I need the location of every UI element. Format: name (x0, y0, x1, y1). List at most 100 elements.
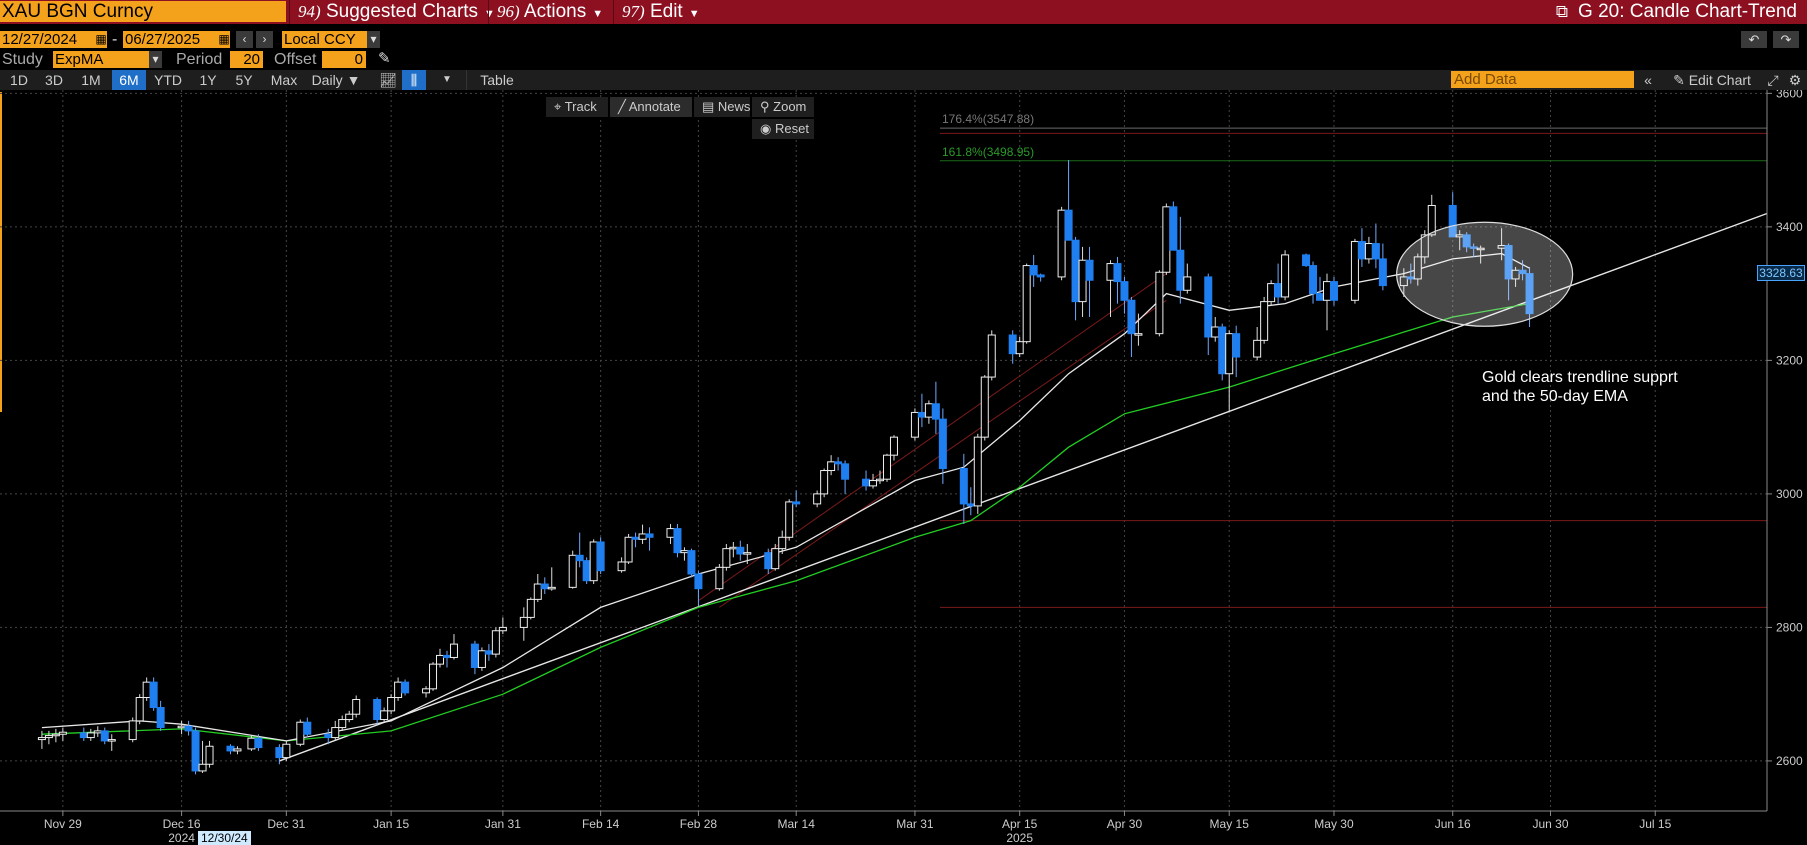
gear-icon[interactable]: ⚙ (1788, 72, 1802, 88)
candle-down (226, 745, 235, 752)
candle-up (107, 739, 116, 742)
candle-up (1281, 254, 1290, 298)
candle-up (331, 727, 340, 739)
fibonacci-layer: 176.4%(3547.88) 161.8%(3498.95) (698, 112, 1767, 608)
candle-down (862, 478, 871, 487)
prev-period-button[interactable]: ‹ (236, 31, 253, 48)
candle-up (233, 748, 242, 752)
candle-up (617, 561, 626, 572)
chevron-down-icon[interactable]: ▾ (367, 31, 380, 48)
range-ytd[interactable]: YTD (154, 72, 182, 88)
zoom-tool[interactable]: ⚲ Zoom (752, 97, 814, 117)
table-button[interactable]: Table (466, 70, 527, 90)
candle-down (1469, 246, 1478, 249)
actions-menu[interactable]: 96) Actions ▼ (488, 0, 611, 24)
x-tick-label: Dec 31 (267, 817, 305, 831)
candle-up (142, 681, 151, 699)
candle-down (484, 650, 493, 655)
candle-up (715, 566, 724, 590)
next-period-button[interactable]: › (256, 31, 273, 48)
candle-chart[interactable]: 176.4%(3547.88) 161.8%(3498.95) 2600 2800 3… (0, 90, 1807, 845)
track-label: Track (564, 99, 597, 114)
pencil-icon[interactable]: ✎ (378, 50, 391, 67)
candle-up (135, 697, 144, 722)
candle-up (1225, 333, 1234, 375)
expand-icon[interactable]: ⤢ (1767, 72, 1779, 88)
offset-field[interactable]: 0 (322, 51, 366, 68)
candle-down (694, 573, 703, 590)
range-6m[interactable]: 6M (112, 70, 146, 90)
candle-up (722, 548, 731, 568)
function-title-text: G 20: Candle Chart-Trend (1578, 1, 1797, 22)
candle-up (247, 737, 256, 750)
suggested-charts-menu[interactable]: 94) Suggested Charts ▼ (289, 0, 503, 24)
collapse-icon[interactable]: « (1644, 72, 1652, 88)
start-date-field[interactable]: 12/27/2024 (0, 31, 95, 48)
period-field[interactable]: 20 (230, 51, 263, 68)
news-tool[interactable]: ▤ News (694, 97, 750, 117)
candle-down (1378, 258, 1387, 287)
range-max[interactable]: Max (270, 72, 298, 88)
candle-up (987, 334, 996, 378)
reset-button[interactable]: ◉ Reset (752, 119, 814, 139)
ema20-line (41, 252, 1530, 742)
candle-down (687, 550, 696, 575)
candle-down (1302, 254, 1311, 267)
ticker-field[interactable]: XAU BGN Curncy (0, 1, 286, 22)
candle-down (79, 732, 88, 739)
add-data-field[interactable]: Add Data (1451, 71, 1634, 88)
x-tick-label: Jan 15 (373, 817, 409, 831)
candle-up (889, 436, 898, 456)
chevron-down-icon[interactable]: ▾ (149, 51, 162, 68)
candle-down (324, 733, 333, 739)
candle-up (827, 461, 836, 472)
x-tick-label: May 30 (1314, 817, 1354, 831)
range-1m[interactable]: 1M (81, 72, 101, 88)
frequency-select[interactable]: Daily ▼ (307, 70, 365, 90)
study-field[interactable]: ExpMA (53, 51, 149, 68)
candle-down (938, 418, 947, 470)
undo-icon[interactable]: ↶ (1741, 31, 1767, 48)
range-3d[interactable]: 3D (45, 72, 63, 88)
highlight-date-badge: 12/30/24 (198, 831, 251, 845)
edit-menu[interactable]: 97) Edit ▼ (613, 0, 708, 24)
line-chart-icon[interactable]: 📈︎ (379, 72, 397, 88)
end-date-field[interactable]: 06/27/2025 (123, 31, 218, 48)
range-5y[interactable]: 5Y (235, 72, 253, 88)
candle-up (429, 663, 438, 690)
calendar-icon[interactable]: ▦ (95, 31, 107, 48)
candle-down (1357, 241, 1366, 260)
candle-up (547, 586, 556, 590)
candle-up (205, 745, 214, 765)
annotate-tool[interactable]: ╱ Annotate (610, 97, 692, 117)
chart-annotation[interactable]: Gold clears trendline supprt and the 50-… (1482, 368, 1678, 406)
chart-type-dropdown-icon[interactable]: ▼ (442, 74, 452, 85)
candle-up (869, 480, 878, 487)
candle-up (519, 616, 528, 628)
candle-up (1253, 339, 1262, 358)
caret-down-icon: ▼ (484, 8, 495, 20)
annotation-line-2: and the 50-day EMA (1482, 388, 1628, 405)
edit-chart-button[interactable]: ✎ Edit Chart (1662, 70, 1762, 90)
range-1y[interactable]: 1Y (199, 72, 217, 88)
menu-number: 97) (622, 2, 645, 21)
candle-up (128, 720, 137, 741)
range-1d[interactable]: 1D (10, 72, 28, 88)
edit-chart-label: Edit Chart (1688, 72, 1751, 88)
x-tick-label: Apr 30 (1107, 817, 1143, 831)
candle-up (771, 548, 780, 570)
candle-down (1008, 334, 1017, 355)
redo-icon[interactable]: ↷ (1773, 31, 1799, 48)
candle-up (1322, 281, 1331, 301)
popout-icon[interactable]: ⧉ (1555, 2, 1569, 21)
calendar-icon[interactable]: ▦ (218, 31, 230, 48)
candle-down (442, 654, 451, 658)
candle-up (1413, 256, 1422, 280)
magnifier-icon: ⚲ (760, 99, 770, 114)
candle-up (1364, 243, 1373, 260)
track-tool[interactable]: ⌖ Track (546, 97, 608, 117)
candle-chart-icon[interactable]: ⫼ (402, 70, 426, 90)
y-tick-label: 3600 (1776, 90, 1803, 100)
candle-up (37, 737, 46, 741)
currency-field[interactable]: Local CCY (282, 31, 367, 48)
